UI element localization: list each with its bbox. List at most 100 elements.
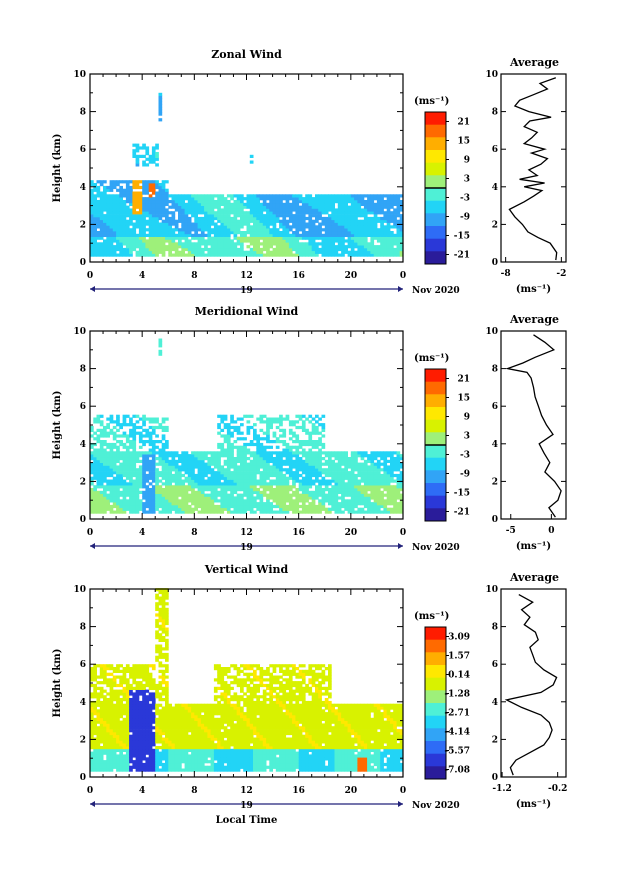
- heatmap-cell: [116, 247, 120, 252]
- heatmap-cell: [181, 504, 185, 509]
- heatmap-cell: [321, 490, 326, 494]
- heatmap-cell: [285, 482, 290, 486]
- heatmap-cell: [171, 485, 176, 489]
- heatmap-cell: [99, 428, 104, 432]
- heatmap-cell: [243, 216, 247, 221]
- heatmap-cell: [262, 454, 267, 458]
- heatmap-cell: [217, 485, 221, 489]
- heatmap-cell: [390, 245, 394, 249]
- heatmap-cell: [269, 510, 273, 514]
- heatmap-cell: [380, 482, 384, 486]
- heatmap-cell: [236, 510, 241, 514]
- heatmap-cell: [390, 454, 394, 458]
- heatmap-cell: [390, 239, 394, 243]
- heatmap-cell: [165, 188, 169, 192]
- heatmap-cell: [96, 253, 101, 257]
- heatmap-cell: [390, 451, 394, 455]
- heatmap-cell: [292, 510, 296, 514]
- heatmap-cell: [272, 219, 277, 223]
- heatmap-cell: [158, 451, 163, 455]
- heatmap-cell: [337, 219, 342, 223]
- heatmap-cell: [282, 219, 287, 223]
- heatmap-cell: [99, 247, 104, 252]
- heatmap-cell: [90, 482, 94, 486]
- heatmap-cell: [96, 479, 101, 483]
- heatmap-cell: [341, 197, 345, 201]
- heatmap-cell: [148, 225, 153, 229]
- heatmap-cell: [357, 496, 362, 500]
- heatmap-cell: [357, 205, 362, 209]
- heatmap-cell: [298, 510, 303, 514]
- heatmap-cell: [148, 242, 153, 246]
- heatmap-cell: [266, 459, 270, 463]
- heatmap-cell: [266, 202, 270, 206]
- heatmap-cell: [324, 485, 329, 489]
- heatmap-cell: [240, 219, 244, 223]
- heatmap-cell: [328, 214, 332, 218]
- heatmap-cell: [357, 231, 362, 235]
- heatmap-cell: [99, 496, 104, 500]
- heatmap-cell: [298, 194, 303, 198]
- heatmap-cell: [331, 222, 335, 226]
- heatmap-cell: [240, 231, 244, 235]
- heatmap-cell: [161, 493, 166, 497]
- heatmap-cell: [311, 242, 316, 246]
- heatmap-cell: [99, 440, 104, 444]
- heatmap-cell: [288, 202, 293, 206]
- heatmap-cell: [272, 417, 277, 421]
- heatmap-cell: [334, 488, 339, 492]
- heatmap-cell: [396, 200, 401, 204]
- heatmap-cell: [168, 225, 172, 229]
- heatmap-cell: [93, 672, 97, 676]
- heatmap-cell: [266, 445, 270, 449]
- heatmap-cell: [240, 454, 244, 458]
- heatmap-cell: [347, 228, 352, 232]
- heatmap-cell: [217, 423, 221, 427]
- heatmap-cell: [301, 242, 306, 246]
- heatmap-cell: [106, 434, 110, 438]
- average-ytick-label: 8: [492, 365, 498, 375]
- heatmap-cell: [132, 482, 137, 486]
- heatmap-cell: [155, 451, 159, 455]
- heatmap-cell: [204, 211, 208, 215]
- heatmap-cell: [354, 488, 358, 492]
- heatmap-cell: [328, 194, 332, 198]
- heatmap-cell: [109, 681, 114, 685]
- heatmap-cell: [158, 485, 163, 489]
- heatmap-cell: [298, 499, 303, 503]
- heatmap-cell: [301, 202, 306, 206]
- heatmap-cell: [129, 200, 133, 204]
- heatmap-cell: [112, 183, 117, 187]
- heatmap-cell: [116, 231, 120, 235]
- heatmap-cell: [226, 208, 231, 212]
- heatmap-cell: [390, 214, 394, 218]
- heatmap-cell: [233, 236, 238, 240]
- heatmap-cell: [373, 485, 378, 489]
- heatmap-cell: [171, 465, 176, 469]
- heatmap-cell: [103, 253, 107, 257]
- heatmap-cell: [295, 233, 300, 237]
- heatmap-cell: [158, 349, 163, 353]
- heatmap-cell: [253, 488, 257, 492]
- heatmap-cell: [246, 222, 251, 226]
- heatmap-cell: [93, 700, 97, 705]
- heatmap-cell: [178, 228, 182, 232]
- heatmap-cell: [161, 473, 166, 478]
- xtick-label: 12: [240, 271, 253, 281]
- heatmap-cell: [210, 194, 215, 198]
- heatmap-cell: [376, 468, 381, 472]
- heatmap-cell: [93, 765, 97, 769]
- heatmap-cell: [249, 440, 254, 444]
- heatmap-cell: [357, 482, 362, 486]
- heatmap-cell: [197, 488, 202, 492]
- heatmap-cell: [90, 183, 94, 187]
- heatmap-cell: [363, 476, 368, 480]
- heatmap-cell: [200, 202, 205, 206]
- heatmap-cell: [308, 211, 313, 215]
- heatmap-cell: [96, 703, 101, 707]
- heatmap-cell: [99, 493, 104, 497]
- heatmap-cell: [99, 731, 104, 736]
- heatmap-cell: [249, 471, 254, 475]
- heatmap-cell: [129, 454, 133, 458]
- heatmap-cell: [272, 205, 277, 209]
